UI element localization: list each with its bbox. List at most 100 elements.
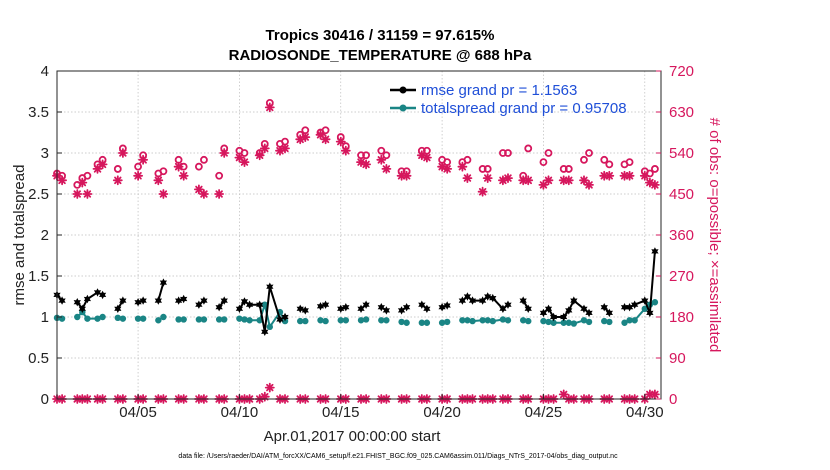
y-right-tick-label: 630: [669, 104, 694, 121]
obs-possible-marker: [377, 146, 386, 155]
totalspread-marker: [317, 317, 324, 324]
obs-assimilated-marker: [518, 175, 529, 186]
chart-subtitle: RADIOSONDE_TEMPERATURE @ 688 hPa: [229, 47, 532, 64]
footer-data-file: data file: /Users/raeder/DAI/ATM_forcXX/…: [178, 453, 618, 460]
totalspread-marker: [443, 318, 451, 326]
rmse-marker: [220, 296, 228, 305]
rmse-marker: [134, 298, 142, 307]
series-line-rmse: [624, 251, 656, 314]
obs-possible-marker: [321, 126, 330, 135]
totalspread-marker: [155, 317, 162, 324]
totalspread-marker: [119, 315, 127, 322]
obs-possible-marker: [539, 158, 548, 167]
obs-assimilated-marker: [214, 189, 225, 199]
totalspread-marker: [479, 317, 486, 324]
obs-assimilated-marker: [259, 143, 270, 154]
totalspread-marker: [631, 317, 638, 324]
obs-possible-marker: [600, 155, 609, 164]
obs-assimilated-marker: [315, 129, 326, 140]
rmse-marker: [114, 304, 122, 313]
totalspread-marker: [499, 316, 507, 323]
rmse-marker: [625, 303, 634, 312]
totalspread-marker: [221, 316, 228, 323]
chart-title: Tropics 30416 / 31159 = 97.615%: [266, 27, 495, 44]
totalspread-marker: [74, 313, 81, 321]
rmse-marker: [281, 312, 289, 322]
rmse-marker: [438, 303, 446, 312]
rmse-marker: [499, 304, 507, 313]
obs-assimilated-marker: [558, 389, 569, 400]
rmse-marker: [544, 304, 553, 313]
totalspread-marker: [297, 317, 304, 325]
totalspread-marker: [160, 313, 167, 321]
x-axis-label: Apr.01,2017 00:00:00 start: [264, 428, 442, 445]
rmse-marker: [175, 296, 183, 305]
obs-assimilated-marker: [178, 170, 189, 181]
obs-possible-marker: [200, 155, 208, 164]
totalspread-marker: [525, 317, 532, 325]
y-axis-label: rmse and totalspread: [11, 165, 28, 306]
totalspread-marker: [621, 319, 628, 326]
obs-assimilated-marker: [264, 102, 275, 113]
obs-possible-marker: [483, 165, 492, 173]
obs-assimilated-marker: [97, 159, 108, 170]
totalspread-marker: [641, 305, 648, 312]
totalspread-marker: [139, 315, 147, 322]
rmse-marker: [484, 292, 492, 301]
totalspread-marker: [504, 317, 512, 324]
plot-grid: [57, 71, 661, 399]
totalspread-marker: [266, 323, 274, 331]
totalspread-marker: [357, 317, 365, 324]
x-tick-label: 04/20: [423, 404, 461, 421]
obs-assimilated-marker: [77, 177, 88, 188]
y-right-tick-label: 360: [669, 227, 694, 244]
totalspread-marker: [200, 316, 208, 323]
rmse-marker: [600, 303, 608, 312]
y-tick-label: 1.5: [28, 268, 49, 285]
obs-possible-marker: [194, 162, 203, 171]
rmse-marker: [646, 308, 654, 318]
y-tick-label: 3: [41, 145, 49, 162]
totalspread-marker: [94, 315, 101, 322]
rmse-marker: [585, 308, 593, 318]
rmse-marker: [99, 290, 107, 300]
obs-assimilated-marker: [563, 175, 574, 186]
obs-assimilated-marker: [584, 179, 594, 190]
obs-possible-marker: [362, 151, 370, 160]
rmse-marker: [180, 294, 188, 304]
obs-assimilated-marker: [173, 161, 184, 172]
y-tick-label: 2: [41, 227, 49, 244]
totalspread-marker: [337, 317, 344, 324]
obs-assimilated-marker: [72, 189, 83, 199]
rmse-marker: [195, 300, 203, 309]
obs-assimilated-marker: [462, 173, 473, 184]
legend-rmse-marker: [399, 86, 407, 94]
rmse-marker: [539, 308, 548, 318]
totalspread-marker: [342, 317, 350, 324]
obs-assimilated-marker: [482, 173, 493, 184]
totalspread-marker: [362, 316, 370, 323]
totalspread-marker: [550, 319, 557, 326]
obs-possible-marker: [524, 144, 533, 153]
x-tick-label: 04/30: [626, 404, 664, 421]
rmse-marker: [337, 304, 345, 313]
rmse-marker: [266, 282, 274, 291]
totalspread-marker: [84, 315, 91, 322]
y-tick-label: 1: [41, 309, 49, 326]
rmse-marker: [321, 300, 330, 309]
obs-assimilated-marker: [198, 189, 209, 199]
totalspread-marker: [58, 315, 66, 322]
y-right-tick-label: 270: [669, 268, 694, 285]
rmse-marker: [261, 327, 269, 336]
totalspread-marker: [545, 318, 552, 326]
totalspread-marker: [114, 314, 122, 322]
y-tick-label: 3.5: [28, 104, 49, 121]
y-right-tick-label: 0: [669, 391, 677, 408]
obs-assimilated-marker: [254, 150, 265, 161]
rmse-marker: [245, 300, 254, 309]
totalspread-marker: [403, 319, 410, 326]
rmse-marker: [58, 296, 66, 305]
obs-possible-marker: [625, 158, 634, 167]
rmse-marker: [235, 304, 244, 313]
x-tick-label: 04/15: [322, 404, 360, 421]
